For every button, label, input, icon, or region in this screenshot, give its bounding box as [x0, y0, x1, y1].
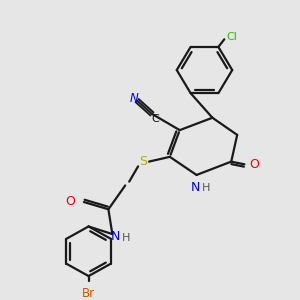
- Text: N: N: [191, 181, 200, 194]
- Text: O: O: [65, 195, 75, 208]
- Text: Cl: Cl: [226, 32, 237, 42]
- Text: H: H: [202, 183, 211, 193]
- Text: O: O: [249, 158, 259, 171]
- Text: C: C: [151, 114, 159, 124]
- Text: Br: Br: [82, 287, 95, 300]
- Text: S: S: [139, 155, 147, 168]
- Text: N: N: [130, 92, 139, 105]
- Text: N: N: [111, 230, 120, 243]
- Text: H: H: [122, 233, 130, 243]
